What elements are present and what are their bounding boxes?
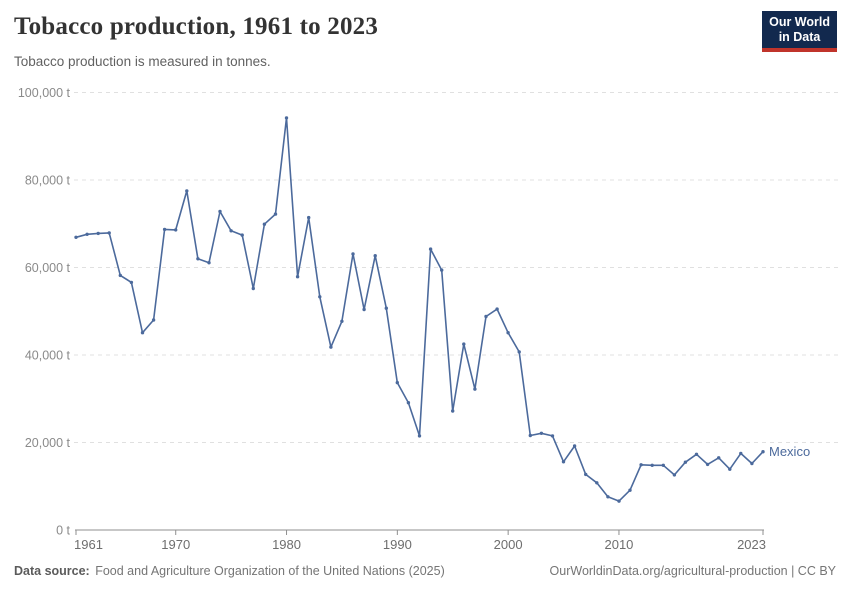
data-point[interactable] xyxy=(539,431,544,435)
x-axis-label: 2000 xyxy=(494,537,523,552)
data-point[interactable] xyxy=(185,189,189,193)
x-axis-label: 1980 xyxy=(272,537,301,552)
data-point[interactable] xyxy=(196,257,200,261)
data-point[interactable] xyxy=(728,467,732,471)
data-source-label: Data source: xyxy=(14,564,90,578)
data-point[interactable] xyxy=(462,342,466,346)
data-point[interactable] xyxy=(561,460,566,464)
data-point[interactable] xyxy=(617,499,621,503)
data-point[interactable] xyxy=(240,233,244,237)
data-point[interactable] xyxy=(251,286,255,291)
data-point[interactable] xyxy=(761,450,765,454)
data-point[interactable] xyxy=(639,463,643,467)
data-source: Data source: Food and Agriculture Organi… xyxy=(14,564,445,578)
x-axis-label: 1961 xyxy=(74,537,103,552)
data-point[interactable] xyxy=(284,116,289,120)
chart-subtitle: Tobacco production is measured in tonnes… xyxy=(14,54,271,69)
credit-link[interactable]: OurWorldinData.org/agricultural-producti… xyxy=(549,564,836,578)
data-point[interactable] xyxy=(661,463,665,467)
data-point[interactable] xyxy=(307,215,311,220)
x-axis-label: 2010 xyxy=(604,537,633,552)
data-point[interactable] xyxy=(162,227,167,232)
data-point[interactable] xyxy=(417,434,422,438)
data-point[interactable] xyxy=(550,434,555,438)
data-point[interactable] xyxy=(351,252,355,256)
data-point[interactable] xyxy=(273,212,278,216)
data-point[interactable] xyxy=(451,409,455,413)
data-point[interactable] xyxy=(262,222,267,226)
data-point[interactable] xyxy=(595,481,599,485)
data-point[interactable] xyxy=(406,401,411,405)
data-point[interactable] xyxy=(572,444,577,448)
data-point[interactable] xyxy=(129,280,134,285)
data-source-text: Food and Agriculture Organization of the… xyxy=(95,564,445,578)
data-point[interactable] xyxy=(473,387,477,391)
data-point[interactable] xyxy=(207,261,211,265)
data-point[interactable] xyxy=(96,231,100,236)
data-point[interactable] xyxy=(683,460,688,464)
data-point[interactable] xyxy=(85,232,89,236)
data-point[interactable] xyxy=(174,228,178,232)
data-point[interactable] xyxy=(318,295,322,299)
data-point[interactable] xyxy=(74,235,78,239)
data-point[interactable] xyxy=(694,452,699,456)
y-axis-label: 60,000 t xyxy=(25,261,71,275)
chart-footer: Data source: Food and Agriculture Organi… xyxy=(14,564,836,578)
data-point[interactable] xyxy=(495,307,499,311)
x-axis-label: 2023 xyxy=(737,537,766,552)
data-point[interactable] xyxy=(650,463,654,467)
data-point[interactable] xyxy=(739,451,743,456)
x-axis-label: 1990 xyxy=(383,537,412,552)
data-point[interactable] xyxy=(517,350,521,354)
y-axis-label: 20,000 t xyxy=(25,436,71,450)
data-point[interactable] xyxy=(107,231,111,235)
owid-logo-line2: in Data xyxy=(778,30,821,44)
series-line-mexico[interactable] xyxy=(75,117,764,502)
data-point[interactable] xyxy=(218,209,222,214)
data-point[interactable] xyxy=(628,488,632,492)
data-point[interactable] xyxy=(329,345,333,349)
chart-title: Tobacco production, 1961 to 2023 xyxy=(14,13,379,40)
data-point[interactable] xyxy=(295,275,300,279)
y-axis-label: 0 t xyxy=(56,524,70,538)
data-point[interactable] xyxy=(750,461,754,466)
data-point[interactable] xyxy=(484,314,488,319)
owid-logo[interactable]: Our World in Data xyxy=(762,11,837,52)
data-point[interactable] xyxy=(362,307,366,312)
data-point[interactable] xyxy=(428,247,433,251)
data-point[interactable] xyxy=(118,273,123,278)
data-point[interactable] xyxy=(340,319,344,323)
data-point[interactable] xyxy=(373,254,377,258)
y-axis-label: 40,000 t xyxy=(25,349,71,363)
data-point[interactable] xyxy=(672,473,677,477)
data-point[interactable] xyxy=(705,462,710,467)
y-axis-label: 80,000 t xyxy=(25,174,71,188)
data-point[interactable] xyxy=(584,472,588,477)
x-axis-label: 1970 xyxy=(161,537,190,552)
data-point[interactable] xyxy=(717,456,721,460)
data-point[interactable] xyxy=(384,306,388,310)
series-label-mexico[interactable]: Mexico xyxy=(769,444,810,459)
data-point[interactable] xyxy=(528,433,532,438)
data-point[interactable] xyxy=(140,331,145,335)
owid-logo-line1: Our World xyxy=(769,15,830,29)
data-point[interactable] xyxy=(606,495,610,499)
data-point[interactable] xyxy=(229,229,233,233)
y-axis-label: 100,000 t xyxy=(18,86,71,100)
data-point[interactable] xyxy=(395,380,399,385)
data-point[interactable] xyxy=(440,268,444,272)
data-point[interactable] xyxy=(151,318,156,322)
data-point[interactable] xyxy=(506,331,510,335)
